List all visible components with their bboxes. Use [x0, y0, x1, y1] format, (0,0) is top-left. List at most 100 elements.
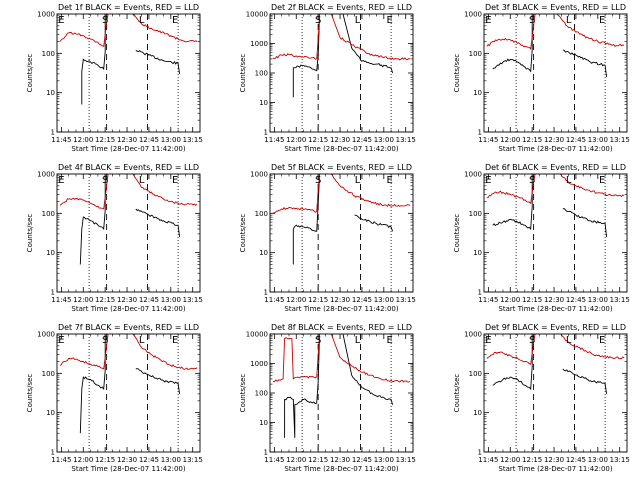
event-marker-label: L — [139, 335, 145, 346]
x-tick-label: 13:00 — [588, 296, 608, 304]
x-tick-label: 12:15 — [308, 136, 328, 144]
x-tick-label: 12:45 — [352, 456, 372, 464]
series-lld-segment-2 — [132, 334, 198, 371]
event-marker-label: S — [529, 175, 535, 186]
series-events-segment-1 — [284, 334, 321, 438]
x-tick-label: 13:15 — [183, 136, 203, 144]
panel-title: Det 5f BLACK = Events, RED = LLD — [271, 163, 412, 172]
series-events-segment-1 — [492, 14, 533, 73]
x-tick-label: 13:00 — [374, 296, 394, 304]
series-events-segment-1 — [81, 14, 106, 105]
series-events-segment-1 — [492, 174, 533, 231]
y-tick-label: 10000 — [246, 11, 268, 19]
x-tick-label: 11:45 — [264, 136, 284, 144]
series-lld-segment-2 — [330, 334, 411, 383]
x-tick-label: 11:45 — [478, 456, 498, 464]
event-marker-label: S — [102, 335, 108, 346]
event-marker-label: E — [172, 15, 178, 26]
y-tick-label: 1000 — [37, 11, 55, 19]
event-marker-label: E — [599, 175, 605, 186]
x-tick-label: 12:45 — [566, 136, 586, 144]
y-tick-label: 10 — [259, 99, 268, 107]
x-tick-label: 12:00 — [73, 296, 93, 304]
event-marker-label: E — [172, 335, 178, 346]
x-tick-label: 12:15 — [308, 296, 328, 304]
panel-title: Det 1f BLACK = Events, RED = LLD — [58, 3, 199, 12]
y-tick-label: 10000 — [246, 331, 268, 339]
series-lld-segment-2 — [559, 334, 625, 360]
series-events-segment-1 — [492, 334, 533, 391]
x-tick-label: 12:45 — [139, 296, 159, 304]
plot-frame — [56, 13, 201, 133]
x-tick-label: 13:15 — [396, 296, 416, 304]
event-marker-label: L — [139, 15, 145, 26]
y-tick-label: 100 — [42, 210, 55, 218]
x-tick-label: 12:45 — [352, 136, 372, 144]
y-tick-label: 10 — [473, 249, 482, 257]
x-tick-label: 11:45 — [51, 296, 71, 304]
series-lld-segment-1 — [59, 174, 109, 210]
y-tick-label: 1 — [51, 449, 55, 457]
series-lld-segment-1 — [486, 334, 536, 365]
panel-title: Det 8f BLACK = Events, RED = LLD — [271, 323, 412, 332]
y-axis-label: Counts/sec — [453, 214, 461, 253]
y-axis-label: Counts/sec — [239, 374, 247, 413]
x-tick-label: 11:45 — [264, 296, 284, 304]
x-tick-label: 13:00 — [161, 136, 181, 144]
event-marker-label: L — [355, 15, 361, 26]
y-tick-label: 1000 — [250, 360, 268, 368]
y-tick-label: 10 — [259, 419, 268, 427]
panel-title: Det 6f BLACK = Events, RED = LLD — [485, 163, 626, 172]
x-tick-label: 12:15 — [95, 136, 115, 144]
y-tick-label: 100 — [255, 70, 268, 78]
series-events-segment-2 — [342, 334, 394, 405]
x-tick-label: 12:30 — [544, 296, 564, 304]
x-tick-label: 13:15 — [610, 136, 630, 144]
x-tick-label: 13:15 — [183, 296, 203, 304]
y-tick-label: 1000 — [464, 171, 482, 179]
x-tick-label: 12:30 — [330, 456, 350, 464]
x-tick-label: 12:15 — [522, 456, 542, 464]
series-lld-segment-2 — [330, 174, 411, 208]
event-marker-label: E — [58, 15, 64, 26]
y-tick-label: 1000 — [464, 11, 482, 19]
x-tick-label: 12:00 — [73, 456, 93, 464]
x-axis-label: Start Time (28-Dec-07 11:42:00) — [284, 465, 398, 473]
event-marker-label: E — [485, 335, 491, 346]
series-events-segment-2 — [135, 49, 181, 74]
x-tick-label: 13:15 — [396, 456, 416, 464]
x-tick-label: 12:30 — [117, 136, 137, 144]
event-marker-label: L — [355, 335, 361, 346]
x-axis-label: Start Time (28-Dec-07 11:42:00) — [71, 305, 185, 313]
y-tick-label: 1 — [478, 449, 482, 457]
x-tick-label: 12:15 — [522, 136, 542, 144]
x-tick-label: 12:15 — [308, 456, 328, 464]
series-lld-segment-2 — [132, 174, 198, 206]
x-tick-label: 12:45 — [139, 136, 159, 144]
panel-8: Det 8f BLACK = Events, RED = LLD Start Ti… — [239, 323, 416, 473]
series-lld-segment-1 — [59, 334, 109, 370]
y-tick-label: 1 — [51, 289, 55, 297]
x-tick-label: 13:00 — [161, 296, 181, 304]
y-tick-label: 1 — [51, 129, 55, 137]
plot-frame — [483, 333, 628, 453]
panel-title: Det 7f BLACK = Events, RED = LLD — [58, 323, 199, 332]
x-tick-label: 12:30 — [544, 136, 564, 144]
y-axis-label: Counts/sec — [26, 214, 34, 253]
panel-title: Det 9f BLACK = Events, RED = LLD — [485, 323, 626, 332]
x-axis-label: Start Time (28-Dec-07 11:42:00) — [71, 145, 185, 153]
x-tick-label: 11:45 — [264, 456, 284, 464]
x-tick-label: 12:15 — [95, 456, 115, 464]
y-tick-label: 1 — [264, 129, 268, 137]
event-marker-label: E — [386, 335, 392, 346]
x-axis-label: Start Time (28-Dec-07 11:42:00) — [284, 145, 398, 153]
event-marker-label: E — [58, 335, 64, 346]
x-tick-label: 11:45 — [478, 136, 498, 144]
y-tick-label: 100 — [469, 370, 482, 378]
x-tick-label: 13:00 — [374, 456, 394, 464]
panel-3: Det 3f BLACK = Events, RED = LLD Start Ti… — [453, 3, 630, 153]
x-tick-label: 12:45 — [566, 456, 586, 464]
x-tick-label: 13:15 — [396, 136, 416, 144]
x-axis-label: Start Time (28-Dec-07 11:42:00) — [71, 465, 185, 473]
